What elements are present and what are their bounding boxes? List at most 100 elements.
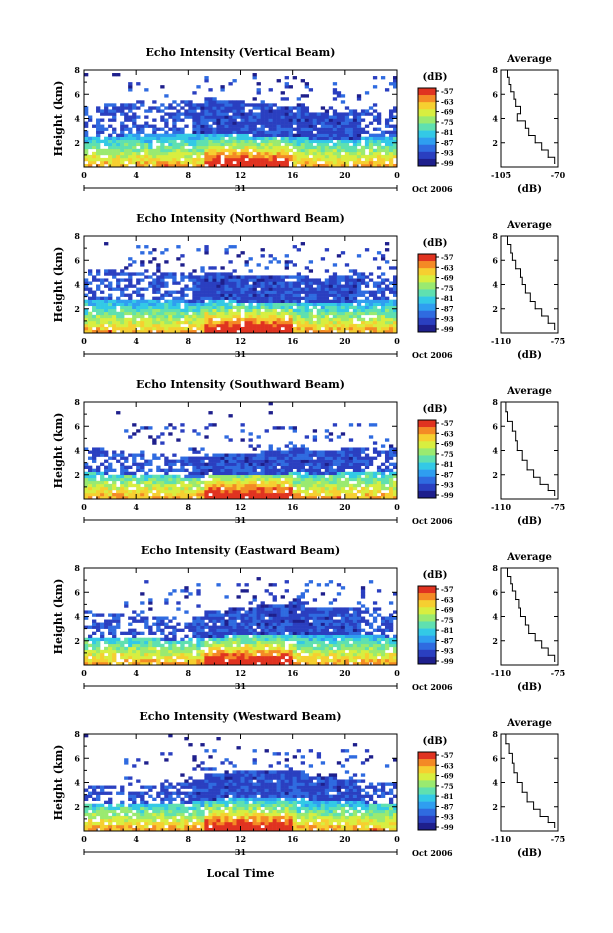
heatmap-cell [164, 155, 168, 158]
heatmap-cell [341, 472, 345, 475]
heatmap-cell [148, 312, 152, 315]
heatmap-cell [128, 650, 132, 653]
colorbar-swatch [418, 297, 436, 304]
heatmap-cell [325, 149, 329, 152]
heatmap-cell [253, 306, 257, 309]
heatmap-cell [136, 125, 140, 128]
heatmap-cell [381, 149, 385, 152]
heatmap-cell [365, 460, 369, 463]
y-tick-label: 6 [74, 255, 80, 265]
heatmap-cell [249, 432, 253, 435]
heatmap-cell [369, 152, 373, 155]
heatmap-cell [84, 493, 88, 496]
heatmap-cell [369, 493, 373, 496]
heatmap-cell [116, 620, 120, 623]
heatmap-cell [164, 131, 168, 134]
heatmap-cell [124, 656, 128, 659]
heatmap-cell [236, 490, 240, 493]
heatmap-cell [293, 447, 297, 450]
heatmap-cell [249, 454, 253, 457]
heatmap-cell [289, 454, 293, 457]
colorbar-swatch [418, 427, 436, 434]
heatmap-cell [144, 478, 148, 481]
heatmap-cell [277, 451, 281, 454]
heatmap-cell [285, 137, 289, 140]
heatmap-cell [180, 469, 184, 472]
heatmap-cell [301, 131, 305, 134]
heatmap-cell [305, 454, 309, 457]
heatmap-cell [377, 454, 381, 457]
heatmap-cell [305, 303, 309, 306]
heatmap-cell [317, 122, 321, 125]
heatmap-cell [253, 607, 257, 610]
heatmap-cell [200, 115, 204, 118]
heatmap-cell [313, 324, 317, 327]
heatmap-cell [128, 321, 132, 324]
heatmap-cell [100, 454, 104, 457]
heatmap-cell [152, 155, 156, 158]
heatmap-cell [253, 158, 257, 161]
heatmap-cell [104, 306, 108, 309]
heatmap-cell [289, 291, 293, 294]
heatmap-cell [128, 263, 132, 266]
heatmap-cell [317, 469, 321, 472]
heatmap-cell [293, 466, 297, 469]
heatmap-cell [148, 598, 152, 601]
heatmap-cell [257, 112, 261, 115]
heatmap-cell [156, 656, 160, 659]
heatmap-cell [148, 251, 152, 254]
heatmap-cell [341, 275, 345, 278]
heatmap-cell [325, 297, 329, 300]
heatmap-cell [160, 475, 164, 478]
heatmap-cell [176, 438, 180, 441]
heatmap-cell [212, 285, 216, 288]
heatmap-cell [136, 137, 140, 140]
heatmap-cell [241, 106, 245, 109]
heatmap-cell [196, 324, 200, 327]
heatmap-cell [132, 125, 136, 128]
heatmap-cell [140, 103, 144, 106]
heatmap-cell [241, 656, 245, 659]
heatmap-cell [148, 484, 152, 487]
heatmap-cell [385, 285, 389, 288]
heatmap-cell [216, 288, 220, 291]
heatmap-cell [176, 312, 180, 315]
heatmap-cell [136, 303, 140, 306]
heatmap-cell [381, 134, 385, 137]
heatmap-cell [140, 140, 144, 143]
heatmap-cell [120, 288, 124, 291]
heatmap-cell [176, 303, 180, 306]
heatmap-cell [204, 463, 208, 466]
heatmap-cell [273, 656, 277, 659]
heatmap-cell [385, 303, 389, 306]
heatmap-cell [228, 414, 232, 417]
heatmap-cell [249, 321, 253, 324]
heatmap-cell [265, 125, 269, 128]
heatmap-cell [204, 617, 208, 620]
heatmap-cell [301, 315, 305, 318]
heatmap-cell [337, 131, 341, 134]
heatmap-cell [249, 641, 253, 644]
heatmap-cell [249, 278, 253, 281]
heatmap-cell [108, 626, 112, 629]
heatmap-cell [281, 309, 285, 312]
heatmap-cell [277, 460, 281, 463]
heatmap-cell [84, 131, 88, 134]
heatmap-cell [269, 115, 273, 118]
heatmap-cell [208, 155, 212, 158]
heatmap-cell [313, 454, 317, 457]
heatmap-cell [273, 297, 277, 300]
heatmap-cell [329, 119, 333, 122]
heatmap-cell [156, 644, 160, 647]
heatmap-cell [228, 291, 232, 294]
heatmap-cell [313, 281, 317, 284]
heatmap-cell [301, 312, 305, 315]
heatmap-cell [200, 275, 204, 278]
heatmap-cell [236, 158, 240, 161]
heatmap-cell [301, 94, 305, 97]
heatmap-cell [241, 122, 245, 125]
heatmap-cell [337, 484, 341, 487]
heatmap-cell [289, 137, 293, 140]
heatmap-cell [389, 327, 393, 330]
heatmap-cell [140, 318, 144, 321]
